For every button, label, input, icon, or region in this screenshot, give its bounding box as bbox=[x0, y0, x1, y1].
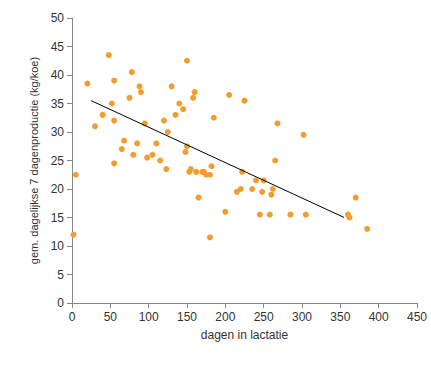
svg-text:5: 5 bbox=[57, 268, 64, 282]
svg-text:dagen in lactatie: dagen in lactatie bbox=[201, 328, 289, 342]
svg-text:450: 450 bbox=[407, 310, 427, 324]
svg-text:35: 35 bbox=[51, 97, 65, 111]
svg-text:25: 25 bbox=[51, 154, 65, 168]
svg-text:100: 100 bbox=[139, 310, 159, 324]
svg-text:50: 50 bbox=[51, 11, 65, 25]
svg-text:250: 250 bbox=[254, 310, 274, 324]
svg-text:150: 150 bbox=[177, 310, 197, 324]
svg-text:400: 400 bbox=[369, 310, 389, 324]
svg-text:gem. dagelijkse 7 dagenproduct: gem. dagelijkse 7 dagenproductie (kg/koe… bbox=[28, 57, 40, 264]
svg-text:300: 300 bbox=[292, 310, 312, 324]
svg-text:20: 20 bbox=[51, 182, 65, 196]
svg-text:0: 0 bbox=[57, 296, 64, 310]
svg-text:40: 40 bbox=[51, 68, 65, 82]
svg-text:0: 0 bbox=[69, 310, 76, 324]
svg-text:200: 200 bbox=[215, 310, 235, 324]
svg-text:30: 30 bbox=[51, 125, 65, 139]
svg-text:45: 45 bbox=[51, 40, 65, 54]
svg-text:350: 350 bbox=[330, 310, 350, 324]
svg-text:15: 15 bbox=[51, 211, 65, 225]
svg-text:50: 50 bbox=[104, 310, 118, 324]
svg-text:10: 10 bbox=[51, 239, 65, 253]
